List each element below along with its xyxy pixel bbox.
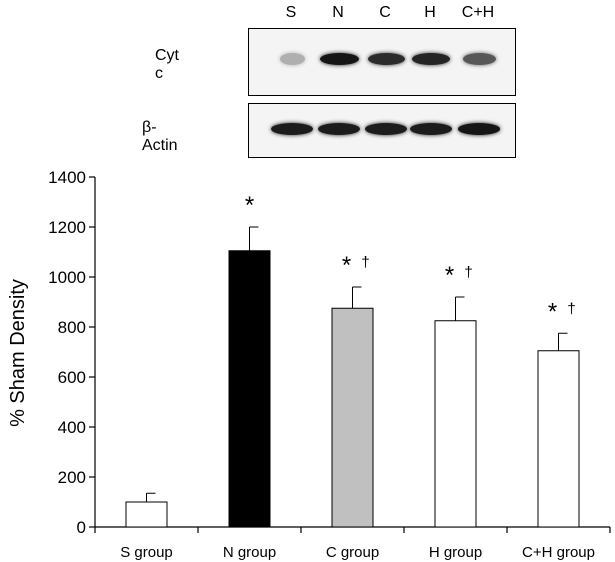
band-row0-lane3 bbox=[412, 53, 450, 65]
lane-label-1: N bbox=[332, 4, 344, 21]
band-row1-lane3 bbox=[409, 123, 453, 135]
blot-strip-cyt-c bbox=[248, 28, 516, 96]
band-row1-lane2 bbox=[364, 123, 408, 135]
lane-label-2: C bbox=[379, 4, 391, 21]
band-row0-lane2 bbox=[367, 53, 405, 65]
band-row0-lane1 bbox=[319, 53, 359, 65]
lane-label-3: H bbox=[424, 4, 436, 21]
bars: * * † * † * † bbox=[125, 192, 580, 528]
band-row1-lane1 bbox=[317, 123, 361, 135]
y-axis-label: % Sham Density bbox=[7, 279, 29, 427]
band-row0-lane4 bbox=[462, 53, 496, 65]
blot-row-label-beta-actin: β-Actin bbox=[142, 119, 178, 154]
y-tick-label: 400 bbox=[58, 418, 86, 437]
y-tick-label: 600 bbox=[58, 368, 86, 387]
y-tick-label: 200 bbox=[58, 468, 86, 487]
band-row0-lane0 bbox=[279, 53, 305, 65]
bar bbox=[228, 250, 271, 528]
x-tick-label: C+H group bbox=[522, 544, 595, 561]
bar bbox=[125, 501, 168, 528]
bar bbox=[434, 320, 477, 528]
bar bbox=[537, 350, 580, 528]
y-tick-label: 1200 bbox=[48, 218, 86, 237]
significance-asterisk: * bbox=[245, 192, 254, 219]
significance-dagger: † bbox=[567, 300, 575, 317]
y-tick-label: 800 bbox=[58, 318, 86, 337]
significance-asterisk: * bbox=[548, 298, 557, 325]
x-tick-label: N group bbox=[223, 544, 276, 561]
y-tick-label: 1400 bbox=[48, 168, 86, 187]
band-row1-lane0 bbox=[270, 123, 314, 135]
bar bbox=[331, 307, 374, 528]
blot-row-label-cyt-c: Cyt c bbox=[155, 47, 179, 82]
significance-dagger: † bbox=[361, 254, 369, 271]
x-axis: S group N group C group H group C+H group bbox=[94, 526, 611, 561]
blot-strip-beta-actin bbox=[248, 103, 516, 158]
significance-dagger: † bbox=[464, 264, 472, 281]
x-tick-label: C group bbox=[326, 544, 379, 561]
significance-asterisk: * bbox=[445, 262, 454, 289]
y-tick-label: 0 bbox=[77, 518, 86, 537]
y-tick-label: 1000 bbox=[48, 268, 86, 287]
lane-label-4: C+H bbox=[461, 4, 495, 21]
x-tick-label: S group bbox=[120, 544, 173, 561]
x-tick-label: H group bbox=[429, 544, 482, 561]
y-axis: 0 200 400 600 800 1000 1200 1400 bbox=[48, 168, 96, 537]
band-row1-lane4 bbox=[457, 123, 501, 135]
lane-label-0: S bbox=[285, 4, 297, 21]
significance-asterisk: * bbox=[342, 252, 351, 279]
